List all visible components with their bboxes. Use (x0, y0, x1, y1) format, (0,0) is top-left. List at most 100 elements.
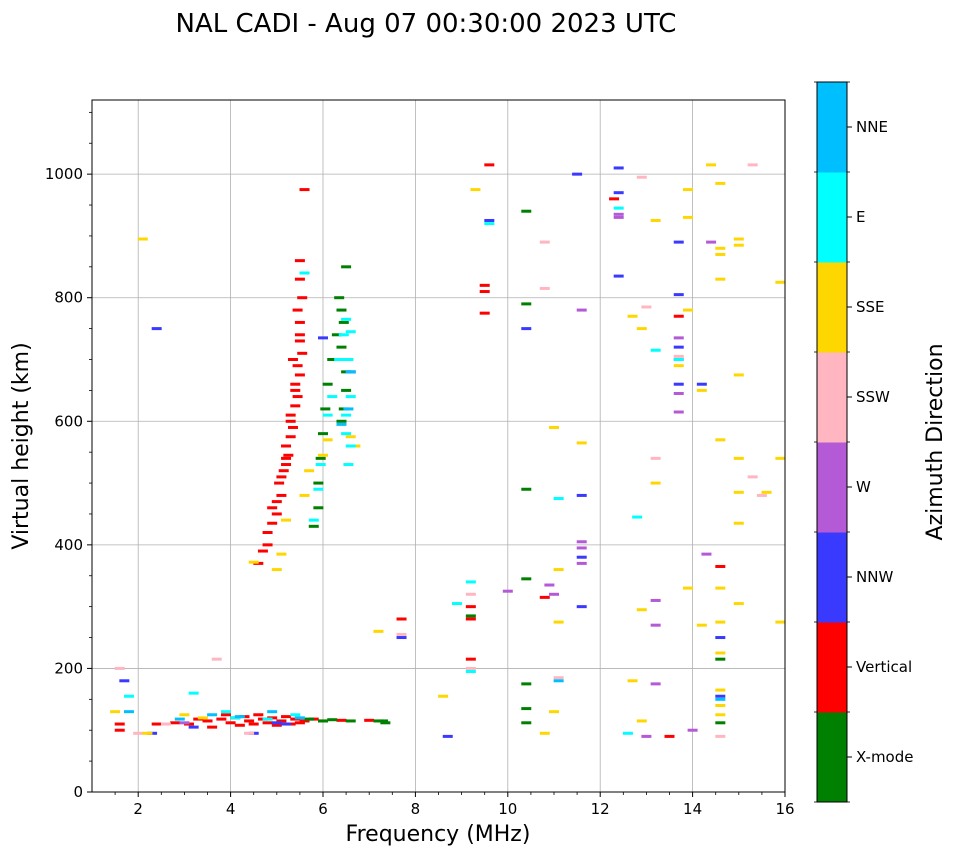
data-point-sse (673, 364, 684, 368)
data-point-ssw (133, 731, 144, 735)
data-point-vertical (234, 723, 245, 727)
data-point-vertical (151, 722, 162, 726)
data-point-vertical (276, 493, 287, 497)
data-point-ssw (396, 632, 407, 636)
data-point-w (544, 583, 555, 587)
data-point-vertical (285, 413, 296, 417)
data-point-nnw (673, 345, 684, 349)
data-point-e (334, 358, 345, 361)
data-point-vertical (290, 388, 301, 392)
data-point-x-mode (318, 432, 328, 436)
data-point-w (179, 721, 190, 725)
data-point-vertical (262, 531, 273, 534)
data-point-sse (682, 188, 693, 192)
data-point-e (188, 691, 199, 695)
data-point-vertical (299, 719, 310, 723)
data-point-ssw (539, 286, 550, 290)
data-point-ssw (465, 666, 476, 670)
x-tick-label: 14 (683, 800, 702, 818)
colorbar-label: X-mode (856, 748, 913, 766)
data-point-nnw (188, 725, 199, 729)
data-point-sse (696, 623, 707, 627)
colorbar: X-mode Vertical NNW W SSW SSE E NNE (814, 81, 913, 803)
data-point-sse (281, 518, 292, 522)
data-point-vertical (262, 721, 273, 725)
colorbar-swatch (817, 262, 847, 353)
data-point-nne (553, 679, 564, 683)
data-point-vertical (336, 718, 347, 722)
data-point-vertical (287, 425, 298, 429)
data-point-ssw (715, 734, 726, 738)
data-point-sse (733, 521, 744, 525)
data-point-sse (576, 441, 587, 445)
data-point-e (315, 463, 326, 467)
data-point-sse (276, 552, 287, 556)
data-point-vertical (114, 722, 125, 726)
data-point-sse (539, 731, 550, 735)
data-point-e (553, 497, 564, 501)
data-point-x-mode (315, 456, 326, 460)
colorbar-swatch (817, 172, 847, 263)
colorbar-swatch (817, 712, 847, 803)
data-point-vertical (465, 617, 476, 621)
data-point-vertical (290, 404, 301, 408)
colorbar-swatch (817, 352, 847, 443)
data-point-sse (110, 710, 121, 714)
data-point-e (341, 432, 352, 436)
data-point-x-mode (318, 719, 328, 723)
data-point-vertical (281, 463, 292, 467)
data-point-sse (761, 490, 772, 494)
data-point-x-mode (521, 682, 532, 686)
data-point-vertical (278, 469, 289, 473)
data-point-vertical (271, 723, 282, 727)
data-point-nnw (673, 293, 684, 297)
data-point-e (451, 602, 462, 606)
data-point-e (622, 731, 633, 735)
colorbar-title: Azimuth Direction (923, 343, 948, 540)
data-point-vertical (484, 163, 495, 167)
data-point-ssw (539, 240, 550, 244)
data-point-x-mode (336, 308, 347, 312)
data-point-vertical (294, 333, 305, 337)
data-point-e (465, 580, 476, 584)
data-point-vertical (294, 320, 305, 324)
data-point-nnw (318, 336, 328, 340)
data-point-e (290, 713, 301, 717)
data-point-vertical (609, 197, 620, 201)
data-point-nnw (673, 240, 684, 244)
data-point-sse (715, 713, 726, 717)
data-point-vertical (285, 435, 296, 439)
data-point-nne (345, 370, 356, 374)
data-point-w (576, 308, 587, 312)
data-point-vertical (287, 358, 298, 361)
data-point-sse (715, 181, 726, 185)
data-point-e (341, 413, 352, 417)
data-point-vertical (664, 734, 675, 738)
data-point-sse (299, 493, 310, 497)
data-point-vertical (253, 713, 264, 717)
colorbar-frame (816, 81, 848, 803)
data-point-sse (775, 620, 786, 624)
data-point-vertical (271, 512, 282, 516)
data-point-sse (650, 218, 661, 222)
data-point-nnw (119, 679, 130, 683)
data-point-sse (733, 243, 744, 247)
data-point-vertical (202, 719, 213, 723)
data-point-e (338, 333, 349, 337)
data-point-x-mode (341, 388, 352, 392)
data-point-vertical (267, 506, 278, 510)
data-point-vertical (281, 715, 292, 719)
data-point-x-mode (521, 209, 532, 213)
data-point-x-mode (322, 382, 333, 386)
data-point-w (673, 410, 684, 414)
data-point-sse (682, 308, 693, 312)
data-point-vertical (715, 564, 726, 568)
data-point-w (687, 728, 698, 732)
data-point-nnw (613, 166, 624, 170)
data-point-vertical (220, 713, 231, 717)
data-point-sse (715, 277, 726, 281)
data-point-vertical (207, 725, 218, 729)
data-point-vertical (479, 283, 490, 287)
data-point-nnw (396, 636, 407, 640)
